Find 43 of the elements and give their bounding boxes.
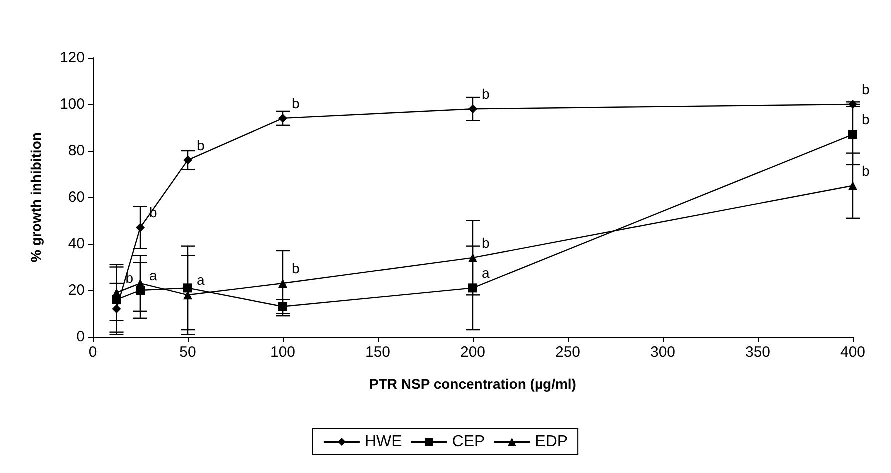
annotation: b bbox=[292, 260, 300, 277]
point bbox=[848, 100, 858, 109]
legend-label: CEP bbox=[452, 434, 486, 450]
annotation: a bbox=[197, 272, 205, 288]
point bbox=[184, 284, 192, 293]
y-tick-label: 120 bbox=[60, 50, 85, 66]
annotation: a bbox=[150, 268, 158, 284]
x-tick-label: 400 bbox=[840, 344, 866, 361]
point bbox=[468, 284, 478, 293]
annotation: a bbox=[482, 265, 490, 282]
x-tick-label: 150 bbox=[365, 344, 391, 361]
x-tick-label: 200 bbox=[460, 344, 486, 361]
x-tick-label: 100 bbox=[270, 344, 296, 361]
annotation: b bbox=[482, 86, 490, 102]
point bbox=[112, 304, 122, 314]
y-tick-label: 0 bbox=[76, 328, 85, 346]
y-tick-label: 100 bbox=[60, 96, 85, 113]
annotation: b bbox=[862, 82, 870, 98]
point bbox=[278, 279, 288, 288]
annotation: b bbox=[482, 234, 490, 251]
annotation: b bbox=[197, 137, 205, 154]
annotation: b bbox=[292, 95, 300, 112]
point bbox=[136, 223, 145, 232]
y-tick-label: 60 bbox=[68, 189, 85, 206]
legend-label: HWE bbox=[364, 434, 402, 450]
legend-label: EDP bbox=[535, 434, 568, 450]
x-axis-title: PTR NSP concentration (µg/ml) bbox=[370, 376, 576, 392]
x-tick-label: 50 bbox=[180, 344, 196, 361]
y-tick-label: 40 bbox=[68, 236, 85, 252]
x-tick-label: 250 bbox=[555, 344, 581, 361]
point bbox=[468, 104, 478, 114]
point bbox=[278, 302, 288, 312]
x-tick-label: 300 bbox=[650, 344, 676, 361]
x-tick-label: 0 bbox=[88, 344, 98, 361]
annotation: b bbox=[862, 112, 870, 128]
annotation: b bbox=[862, 162, 870, 179]
x-tick-label: 350 bbox=[745, 344, 771, 361]
y-tick-label: 80 bbox=[68, 142, 85, 160]
y-tick-label: 20 bbox=[68, 282, 85, 299]
point bbox=[278, 114, 288, 123]
y-axis-title: % growth inhibition bbox=[28, 132, 44, 262]
point bbox=[184, 156, 192, 165]
point bbox=[848, 130, 858, 140]
